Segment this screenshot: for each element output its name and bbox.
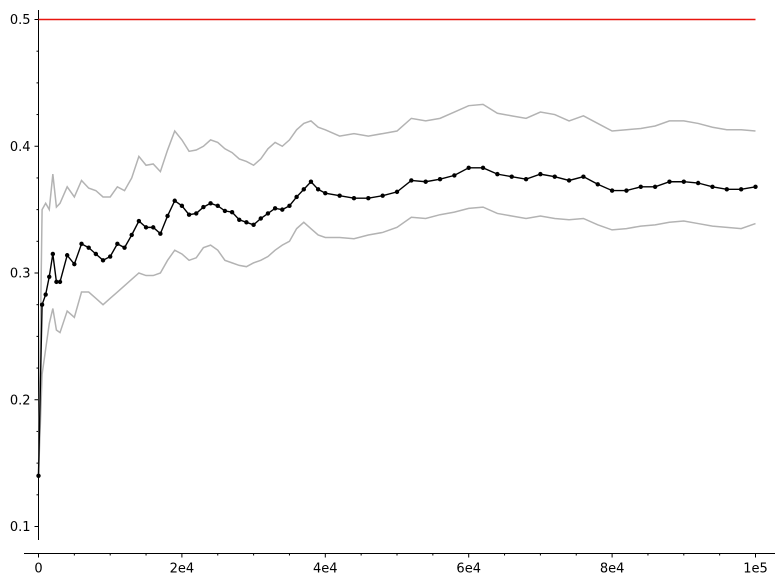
data-point [129,232,134,238]
axes [24,10,775,554]
data-point [294,194,299,200]
data-point [100,258,106,263]
data-point [179,203,185,209]
data-point [466,165,471,170]
series-line-estimate [37,167,756,476]
data-point [36,473,41,478]
data-point [667,179,672,184]
data-point [523,177,529,182]
data-point [323,190,328,196]
data-point [165,213,170,219]
data-point [738,187,744,192]
data-point [280,207,285,212]
x-tick-label: 0 [34,562,42,577]
data-points [36,165,758,478]
data-point [380,193,385,198]
data-point [258,216,263,221]
data-point [222,208,228,214]
data-point [452,173,457,178]
x-tick-label: 8e4 [600,562,625,577]
y-tick-label: 0.4 [10,140,31,155]
data-point [43,292,48,297]
data-point [638,184,643,190]
data-point [552,174,557,179]
data-point [136,218,142,224]
data-point [39,302,45,307]
data-point [86,245,91,250]
data-point [423,179,428,184]
data-point [194,211,199,216]
data-point [215,203,220,209]
x-tick-label: 2e4 [170,562,195,577]
data-point [366,196,371,201]
data-point [208,201,213,206]
data-point [244,220,249,225]
data-point [394,189,400,195]
data-point [64,253,70,258]
data-point [581,174,586,179]
data-point [301,187,306,192]
data-point [351,196,357,201]
data-point [79,241,84,247]
data-point [724,187,730,192]
data-point [108,254,113,259]
data-point [158,231,163,236]
data-point [409,178,414,183]
data-point [122,245,127,250]
data-point [47,274,52,280]
data-point [480,165,486,170]
x-tick-label: 6e4 [456,562,481,577]
data-point [315,187,321,192]
data-point [538,171,543,177]
y-tick-label: 0.2 [10,393,31,408]
data-point [201,204,206,210]
series-line-lower-bound [37,206,756,476]
series-group [37,103,756,476]
data-point [251,222,256,228]
data-point [143,225,149,230]
data-point [609,188,615,193]
data-point [509,174,514,179]
data-point [337,193,342,198]
data-point [624,188,629,193]
x-tick-label: 4e4 [313,562,338,577]
data-point [652,184,658,190]
data-point [695,180,701,186]
data-point [151,225,156,230]
data-point [115,241,120,247]
data-point [265,211,271,216]
data-point [681,179,686,184]
y-tick-label: 0.1 [10,520,31,535]
data-point [753,184,758,190]
data-point [287,203,292,209]
data-point [54,279,59,285]
data-point [237,217,242,222]
x-tick-label: 1e5 [743,562,768,577]
data-point [595,182,600,187]
data-point [57,279,63,285]
data-point [50,251,56,257]
series-line-upper-bound [37,103,756,476]
ticks: 0.1 0.2 0.3 0.4 0.5 0 2e4 4e4 6e4 8e4 1e5 [10,13,768,577]
data-point [93,251,99,257]
data-point [272,206,278,211]
data-point [495,171,500,177]
data-point [566,178,572,183]
data-point [229,209,235,215]
y-tick-label: 0.5 [10,13,31,28]
data-point [308,179,314,184]
data-point [72,261,77,267]
data-point [437,177,443,182]
y-tick-label: 0.3 [10,267,31,282]
data-point [186,212,192,217]
data-point [172,198,177,203]
data-point [710,184,715,190]
